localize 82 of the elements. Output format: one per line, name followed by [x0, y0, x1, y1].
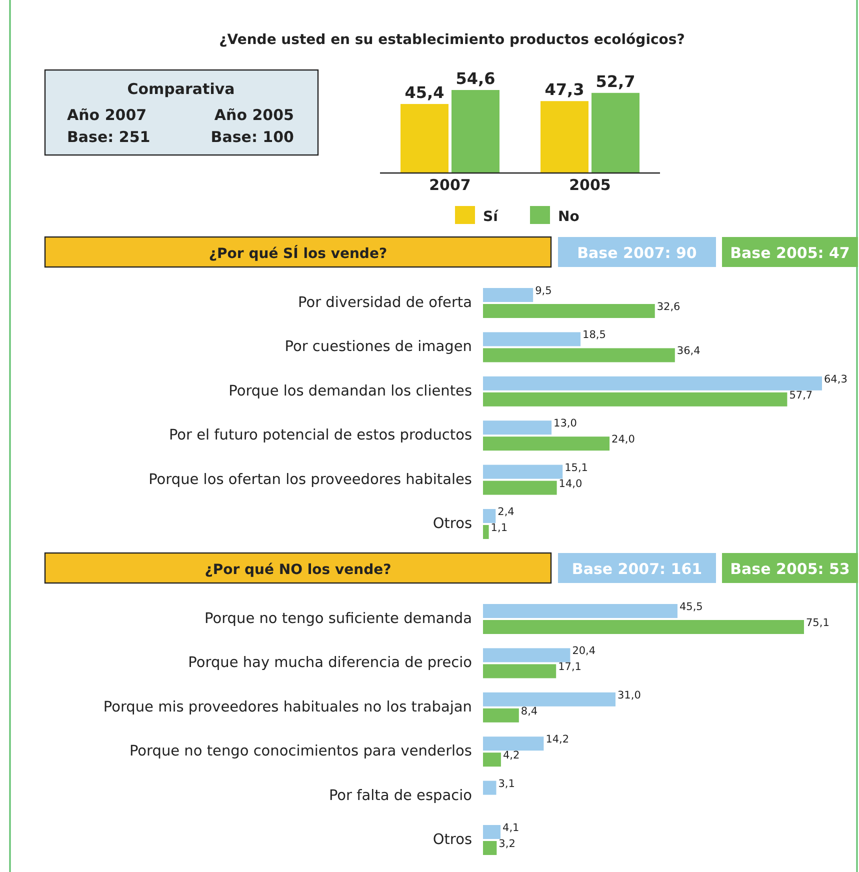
bar: [483, 392, 788, 406]
bar: [483, 780, 496, 795]
y-tick-label: Porque los demandan los clientes: [228, 383, 472, 400]
x-tick-label: 2005: [569, 176, 611, 194]
bar: [483, 304, 655, 318]
bar: [483, 692, 616, 706]
legend-label: No: [558, 209, 580, 225]
legend-label: Sí: [483, 209, 500, 225]
bar: [483, 420, 552, 435]
y-tick-label: Porque no tengo conocimientos para venderlos: [129, 744, 472, 760]
bar: [483, 825, 501, 839]
text: Comparativa: [127, 80, 235, 98]
data-label: 9,5: [535, 285, 552, 297]
bar: [483, 376, 822, 390]
y-tick-label: Por cuestiones de imagen: [284, 339, 472, 356]
text: Año 2007: [67, 106, 147, 124]
data-label: 13,0: [554, 418, 577, 430]
bar: [483, 436, 610, 451]
bar: [483, 752, 501, 767]
bar: [540, 101, 588, 173]
text: Base 2005: 53: [730, 560, 850, 578]
bar: [483, 464, 563, 479]
bar: [483, 288, 534, 302]
y-tick-label: Por diversidad de oferta: [298, 295, 472, 311]
bar: [483, 736, 544, 751]
y-tick-label: Porque mis proveedores habituales no los trabajan: [103, 699, 472, 716]
data-label: 3,1: [498, 778, 515, 790]
data-label: 36,4: [676, 345, 701, 358]
data-label: 45,5: [679, 601, 703, 613]
data-label: 2,4: [498, 506, 515, 518]
data-label: 14,2: [546, 734, 570, 746]
text: Base 2005: 47: [730, 244, 850, 262]
bar: [483, 480, 557, 495]
y-tick-label: Porque hay mucha diferencia de precio: [188, 655, 472, 672]
data-label: 52,7: [596, 72, 636, 91]
y-tick-label: Otros: [432, 516, 472, 532]
data-label: 4,2: [502, 750, 520, 762]
text: Base: 100: [210, 128, 294, 146]
series-label: Base 2007: 161: [572, 560, 702, 578]
data-label: 64,3: [824, 373, 848, 386]
text: ¿Por qué SÍ los vende?: [208, 245, 388, 262]
text: ¿Por qué NO los vende?: [204, 562, 392, 578]
data-label: 17,1: [558, 661, 582, 674]
data-label: 32,6: [656, 301, 681, 313]
data-label: 24,0: [612, 434, 635, 446]
data-label: 4,1: [502, 822, 520, 834]
bar: [483, 620, 804, 634]
bar: [483, 708, 519, 722]
chart-title: ¿Vende usted en su establecimiento productos ecológicos?: [219, 32, 685, 48]
data-label: 15,1: [564, 462, 588, 474]
y-tick-label: Otros: [432, 832, 472, 848]
data-label: 47,3: [544, 80, 584, 100]
data-label: 57,7: [789, 389, 813, 402]
bar: [483, 604, 678, 618]
data-label: 20,4: [572, 645, 596, 658]
bar: [483, 525, 489, 539]
bar: [483, 509, 496, 523]
bar: [483, 332, 581, 346]
data-label: 18,5: [582, 329, 606, 342]
text: Base: 251: [67, 128, 150, 146]
data-label: 54,6: [456, 69, 496, 88]
y-tick-label: Por falta de espacio: [328, 788, 472, 804]
text: Año 2005: [214, 106, 294, 124]
x-tick-label: 2007: [429, 176, 471, 194]
data-label: 8,4: [520, 705, 538, 718]
bar: [592, 92, 640, 173]
bar: [483, 348, 675, 362]
bar: [483, 648, 570, 662]
bar: [483, 841, 497, 855]
data-label: 14,0: [558, 478, 582, 490]
text: Base 2007: 90: [577, 244, 697, 262]
y-tick-label: Porque los ofertan los proveedores habitales: [148, 472, 472, 488]
y-tick-label: Por el futuro potencial de estos productos: [168, 428, 472, 444]
data-label: 3,2: [498, 838, 516, 850]
bar: [400, 104, 448, 173]
data-label: 75,1: [806, 617, 830, 629]
bar: [483, 664, 556, 678]
bar: [452, 90, 500, 173]
data-label: 1,1: [490, 522, 508, 534]
y-tick-label: Porque no tengo suficiente demanda: [204, 611, 472, 627]
data-label: 45,4: [404, 82, 444, 102]
data-label: 31,0: [618, 689, 641, 702]
